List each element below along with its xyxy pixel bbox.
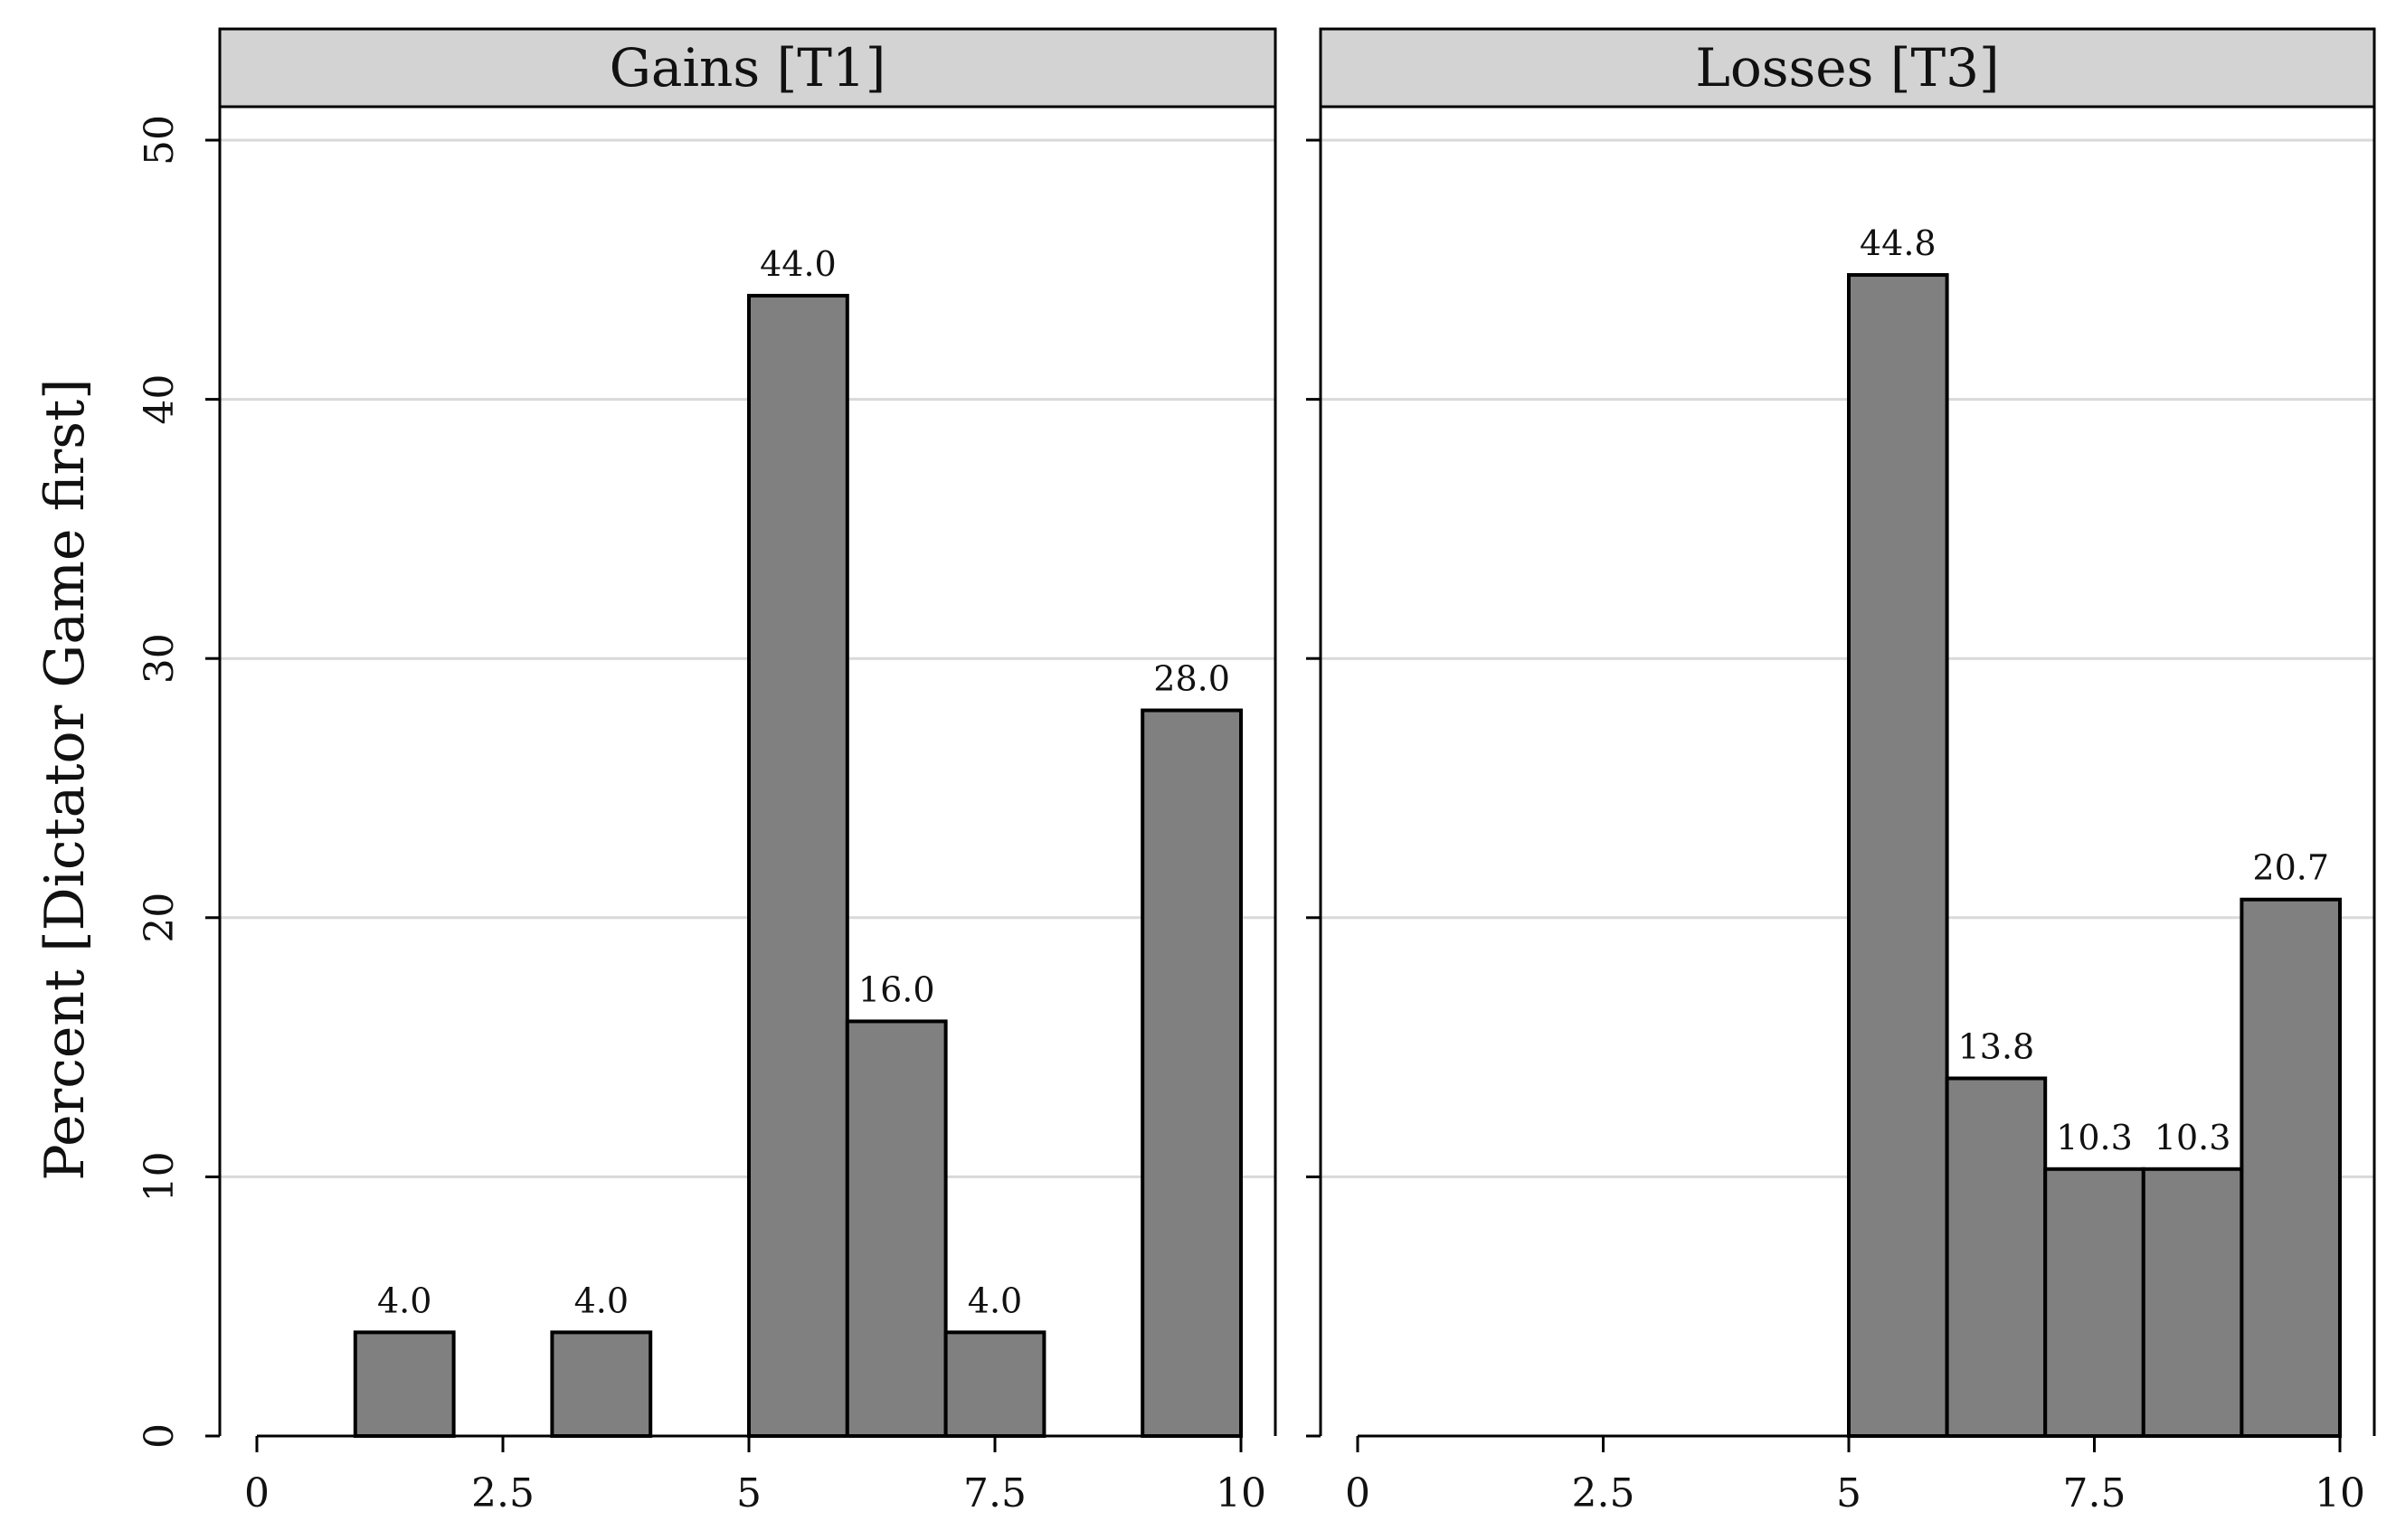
histogram-bar (550, 1330, 653, 1438)
histogram-bar (353, 1330, 456, 1438)
histogram-bar (747, 293, 849, 1439)
x-tick-label: 5 (1836, 1470, 1861, 1516)
bar-value-label: 28.0 (1153, 659, 1230, 699)
panel-strip (218, 27, 1277, 109)
panels-layer: Gains [T1] 4.0 4.0 44.0 16.0 4.0 28.0 0 2.5 5 7.5 1… (137, 27, 2376, 1516)
bar-value-label: 4.0 (968, 1280, 1022, 1320)
y-tick-label: 10 (137, 1151, 183, 1202)
y-tick-label: 50 (137, 115, 183, 165)
x-tick-label: 7.5 (963, 1470, 1027, 1516)
histogram-bar (845, 1019, 948, 1438)
x-tick-label: 0 (244, 1470, 270, 1516)
bar-value-label: 20.7 (2252, 848, 2329, 888)
panel-gains: Gains [T1] 4.0 4.0 44.0 16.0 4.0 28.0 0 2.5 5 7.5 1… (137, 27, 1277, 1516)
x-tick-label: 10 (1216, 1470, 1266, 1516)
histogram-bar (943, 1330, 1046, 1438)
bar-value-label: 10.3 (2155, 1118, 2231, 1157)
bar-value-label: 44.0 (760, 244, 837, 284)
bar-value-label: 4.0 (377, 1280, 431, 1320)
y-tick-label: 20 (137, 893, 183, 943)
y-tick-label: 30 (137, 633, 183, 684)
y-tick-label: 0 (137, 1423, 183, 1449)
y-tick-label: 40 (137, 374, 183, 425)
panel-title: Losses [T3] (1695, 37, 1999, 99)
panel-title: Gains [T1] (610, 37, 886, 99)
histogram-bar (2141, 1167, 2244, 1438)
histogram-bar (1141, 708, 1243, 1438)
bar-value-label: 10.3 (2056, 1118, 2133, 1157)
histogram-bar (1945, 1076, 2048, 1438)
bar-value-label: 13.8 (1958, 1026, 2035, 1066)
x-tick-label: 7.5 (2063, 1470, 2126, 1516)
bar-value-label: 44.8 (1860, 223, 1937, 263)
histogram-bar (2043, 1167, 2145, 1438)
panel-losses: Losses [T3] 44.8 13.8 10.3 10.3 20.7 0 2.5 5 7.5 1… (1306, 27, 2376, 1516)
histogram-bar (1847, 273, 1949, 1439)
bar-value-label: 4.0 (574, 1280, 629, 1320)
x-tick-label: 2.5 (1572, 1470, 1635, 1516)
x-tick-label: 2.5 (471, 1470, 535, 1516)
histogram-bar (2240, 897, 2342, 1438)
panel-strip (1319, 27, 2376, 109)
bar-value-label: 16.0 (858, 969, 935, 1009)
y-axis-label: Percent [Dictator Game first] (33, 378, 97, 1180)
x-tick-label: 10 (2315, 1470, 2365, 1516)
x-tick-label: 0 (1345, 1470, 1370, 1516)
x-tick-label: 5 (736, 1470, 762, 1516)
